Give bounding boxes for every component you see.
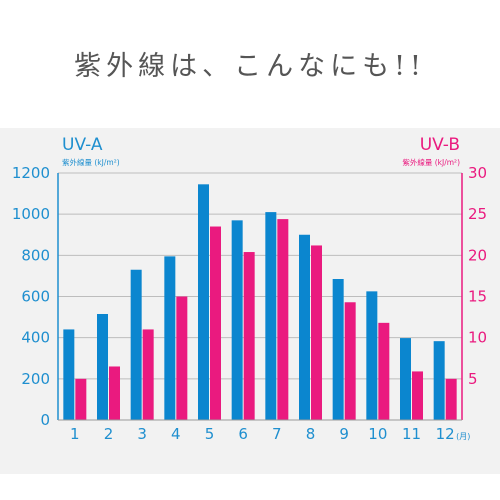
bar-uva <box>231 220 243 420</box>
right-tick-label: 20 <box>468 246 487 264</box>
uva-axis-title: UV-A <box>62 135 103 155</box>
bar-uva <box>299 234 310 420</box>
bar-uva <box>97 313 108 420</box>
bar-uvb <box>243 252 255 420</box>
right-tick-label: 15 <box>468 288 487 306</box>
x-tick-label: 11 <box>402 425 421 443</box>
x-tick-label: 3 <box>137 425 147 443</box>
left-tick-label: 0 <box>40 411 50 429</box>
left-tick-label: 200 <box>21 370 50 388</box>
bar-uva <box>198 184 209 420</box>
left-tick-label: 600 <box>21 288 50 306</box>
uva-unit-label: 紫外線量 (kJ/m²) <box>62 157 120 167</box>
bar-uva <box>130 269 142 420</box>
bar-uvb <box>75 378 87 420</box>
right-tick-label: 10 <box>468 329 487 347</box>
uvb-unit-label: 紫外線量 (kJ/m²) <box>402 157 460 167</box>
right-tick-label: 25 <box>468 205 487 223</box>
bar-uvb <box>210 226 221 420</box>
left-tick-label: 1200 <box>12 164 50 182</box>
bar-uvb <box>277 219 289 420</box>
bar-uva <box>63 329 75 420</box>
bar-uva <box>265 212 277 420</box>
bar-uvb <box>412 371 423 420</box>
left-tick-label: 1000 <box>12 205 50 223</box>
left-tick-label: 400 <box>21 329 50 347</box>
left-tick-label: 800 <box>21 246 50 264</box>
bar-uvb <box>142 329 154 420</box>
right-tick-label: 30 <box>468 164 487 182</box>
bar-uva <box>332 279 344 420</box>
x-tick-label: 12 <box>436 425 455 443</box>
bar-uvb <box>344 302 356 420</box>
bar-uva <box>164 256 176 420</box>
x-tick-label: 10 <box>368 425 387 443</box>
x-tick-label: 1 <box>70 425 80 443</box>
x-tick-label: 7 <box>272 425 282 443</box>
x-tick-label: 6 <box>238 425 248 443</box>
x-tick-label: 8 <box>306 425 316 443</box>
bar-uvb <box>445 378 457 420</box>
bar-uva <box>433 341 445 420</box>
right-tick-label: 5 <box>468 370 478 388</box>
bar-uvb <box>378 322 390 420</box>
bar-uvb <box>311 245 322 420</box>
x-tick-label: 2 <box>104 425 114 443</box>
page-headline: 紫外線は、こんなにも!! <box>74 51 426 82</box>
bar-uvb <box>176 296 188 420</box>
chart-panel: 0 200 400 600 800 1000 1200 5 10 15 20 25 30 1 2 3 4 5 6 7 8… <box>0 128 500 474</box>
x-tick-label: 5 <box>205 425 215 443</box>
bar-uva <box>400 338 411 420</box>
uvb-axis-title: UV-B <box>420 135 460 155</box>
x-tick-label: 9 <box>339 425 349 443</box>
bar-uvb <box>109 366 120 420</box>
bar-uva <box>366 291 378 420</box>
x-unit-label: (月) <box>456 432 470 441</box>
x-tick-label: 4 <box>171 425 181 443</box>
